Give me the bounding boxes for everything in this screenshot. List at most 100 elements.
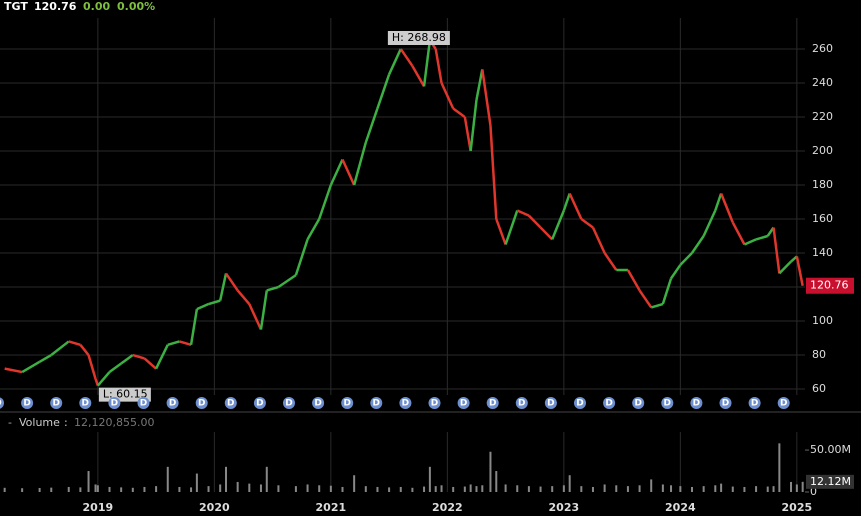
price-segment — [294, 239, 309, 276]
dividend-label: D — [664, 399, 671, 409]
volume-bar — [714, 485, 717, 492]
dividend-label: D — [460, 399, 467, 409]
volume-bar — [329, 485, 332, 492]
x-tick-label: 2019 — [83, 501, 114, 514]
volume-bar — [463, 486, 466, 492]
dividend-label: D — [431, 399, 438, 409]
volume-bar — [690, 486, 693, 492]
y-tick-label: 160 — [812, 212, 833, 225]
volume-bar — [38, 487, 41, 492]
volume-bar — [670, 485, 673, 492]
price-segment — [714, 193, 723, 211]
x-tick-label: 2024 — [665, 501, 696, 514]
dividend-label: D — [285, 399, 292, 409]
volume-bar — [108, 486, 111, 492]
price-segment — [108, 362, 122, 374]
volume-bar — [155, 486, 158, 492]
dividend-marker — [108, 397, 121, 409]
volume-bar — [353, 475, 356, 492]
volume-bar — [79, 487, 82, 492]
volume-bar — [551, 486, 554, 492]
dividend-label: D — [227, 399, 234, 409]
volume-bar — [219, 484, 222, 492]
x-tick-label: 2020 — [199, 501, 230, 514]
y-tick-label: 140 — [812, 246, 833, 259]
dividend-label: D — [489, 399, 496, 409]
volume-bar — [603, 484, 606, 492]
price-segment — [411, 65, 426, 87]
volume-bar — [702, 486, 705, 492]
price-segment — [743, 238, 757, 246]
volume-bar — [306, 484, 309, 492]
dividend-marker — [283, 397, 295, 409]
price-segment — [318, 184, 333, 220]
dividend-marker — [137, 397, 150, 409]
price-segment — [352, 142, 368, 186]
volume-bar — [388, 487, 391, 492]
price-tag — [806, 277, 854, 294]
price-segment — [167, 340, 180, 347]
volume-bar — [568, 475, 571, 492]
volume-bar — [3, 487, 6, 492]
y-tick-label: 220 — [812, 110, 833, 123]
dividend-marker — [574, 397, 586, 409]
dividend-marker — [195, 397, 208, 409]
price-segment — [259, 290, 269, 330]
dividend-label: D — [140, 399, 147, 409]
x-tick-label: 2022 — [432, 501, 463, 514]
volume-bar — [795, 484, 798, 492]
dividend-marker — [690, 397, 703, 409]
dividend-label: D — [198, 399, 205, 409]
volume-bar — [679, 486, 682, 492]
price-segment — [96, 371, 111, 387]
volume-bar — [755, 486, 758, 492]
volume-bar — [469, 484, 472, 492]
dividend-label: D — [169, 399, 176, 409]
price-segment — [650, 302, 664, 309]
volume-bar — [650, 479, 653, 492]
price-segment — [87, 354, 97, 380]
dividend-label: D — [373, 399, 380, 409]
dividend-marker — [428, 397, 441, 409]
price-segment — [376, 74, 391, 109]
price-segment — [568, 192, 583, 220]
price-tag-label: 120.76 — [810, 279, 849, 292]
dividend-marker — [0, 397, 4, 409]
dividend-marker — [661, 397, 674, 409]
price-segment — [399, 48, 414, 67]
y-tick-label: 240 — [812, 76, 833, 89]
dividend-label: D — [547, 399, 554, 409]
volume-bar — [720, 483, 723, 492]
y-tick-label: 60 — [812, 382, 826, 395]
price-segment — [795, 256, 804, 286]
dividend-marker — [719, 397, 732, 409]
price-segment — [179, 340, 192, 347]
price-segment — [364, 108, 379, 143]
volume-bar — [195, 473, 198, 492]
volume-bar — [399, 486, 402, 492]
volume-bar — [411, 487, 414, 492]
y-tick-label: 200 — [812, 144, 833, 157]
volume-bar — [131, 487, 134, 492]
price-segment — [475, 69, 484, 101]
volume-bar — [527, 486, 530, 492]
price-segment — [731, 221, 746, 246]
dividend-marker — [515, 397, 528, 409]
volume-bar — [591, 486, 594, 492]
price-segment — [341, 158, 356, 186]
price-segment — [661, 278, 673, 305]
price-segment — [154, 344, 169, 370]
dividend-label: D — [314, 399, 321, 409]
price-segment — [528, 214, 542, 229]
volume-bar — [790, 481, 793, 492]
price-segment — [504, 210, 519, 245]
volume-bar — [801, 481, 804, 492]
price-segment — [189, 308, 199, 346]
dividend-marker — [486, 397, 499, 409]
volume-bar — [248, 483, 251, 492]
volume-bar — [143, 486, 146, 492]
volume-bar — [772, 486, 775, 492]
dividend-label: D — [576, 399, 583, 409]
volume-bar — [615, 485, 618, 492]
